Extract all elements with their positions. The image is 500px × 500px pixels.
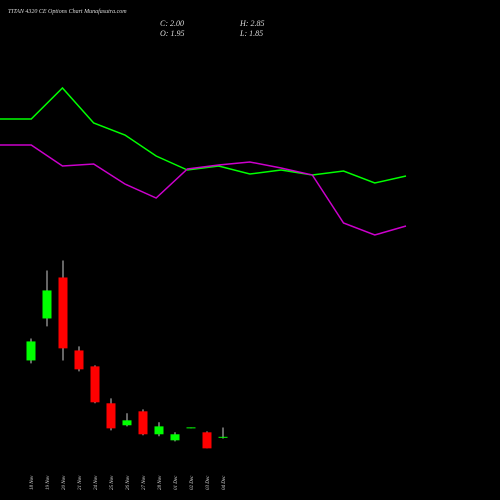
summary-label: O: 1.95 (160, 29, 184, 38)
x-tick-label: 27 Nov (142, 475, 147, 490)
x-tick-label: 02 Dec (190, 475, 195, 490)
x-tick-label: 28 Nov (158, 475, 163, 490)
candle-body (58, 277, 68, 349)
x-tick-label: 24 Nov (94, 475, 99, 490)
candle-body (154, 426, 164, 435)
x-tick-label: 04 Dec (222, 475, 227, 490)
indicator-line (0, 86, 407, 184)
candle-body (106, 403, 116, 429)
candle-body (218, 436, 228, 438)
x-tick-label: 20 Nov (62, 475, 67, 490)
summary-label: C: 2.00 (160, 19, 184, 28)
candle-body (42, 290, 52, 319)
candle-body (186, 427, 196, 429)
x-tick-label: 01 Dec (174, 475, 179, 490)
x-tick-label: 19 Nov (46, 475, 51, 490)
candle-body (122, 420, 132, 426)
candle-body (138, 411, 148, 435)
candle-body (26, 341, 36, 361)
chart-title: TITAN 4320 CE Options Chart Munafasutra.… (8, 8, 127, 15)
x-tick-label: 21 Nov (78, 475, 83, 490)
candle-body (90, 366, 100, 403)
x-tick-label: 03 Dec (206, 475, 211, 490)
summary-label: H: 2.85 (239, 19, 264, 28)
summary-label: L: 1.85 (239, 29, 263, 38)
indicator-line (0, 144, 407, 236)
candle-body (74, 350, 84, 370)
candle-body (170, 434, 180, 441)
x-tick-label: 18 Nov (30, 475, 35, 490)
candle-body (202, 432, 212, 449)
x-tick-label: 25 Nov (110, 475, 115, 490)
x-tick-label: 26 Nov (126, 475, 131, 490)
